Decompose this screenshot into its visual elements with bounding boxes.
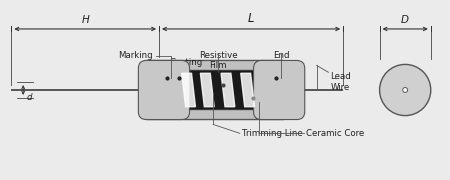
Text: L: L — [248, 12, 254, 25]
Text: End
Cap: End Cap — [273, 51, 289, 70]
Text: Lead
Wire: Lead Wire — [330, 72, 351, 92]
FancyBboxPatch shape — [138, 60, 189, 120]
Polygon shape — [241, 73, 255, 107]
FancyBboxPatch shape — [253, 60, 305, 120]
Circle shape — [380, 64, 431, 116]
Circle shape — [403, 87, 408, 93]
Text: Resistive
Film: Resistive Film — [199, 51, 238, 70]
Text: Coating: Coating — [170, 58, 203, 68]
Polygon shape — [221, 73, 235, 107]
Text: Trimming Line: Trimming Line — [242, 129, 302, 138]
FancyBboxPatch shape — [174, 70, 276, 110]
Text: Ceramic Core: Ceramic Core — [306, 129, 364, 138]
Polygon shape — [200, 73, 214, 107]
Text: H: H — [81, 15, 89, 25]
Text: Marking: Marking — [118, 51, 153, 60]
FancyBboxPatch shape — [140, 60, 290, 120]
Text: D: D — [401, 15, 409, 25]
Text: d: d — [27, 93, 32, 102]
Polygon shape — [182, 73, 195, 107]
